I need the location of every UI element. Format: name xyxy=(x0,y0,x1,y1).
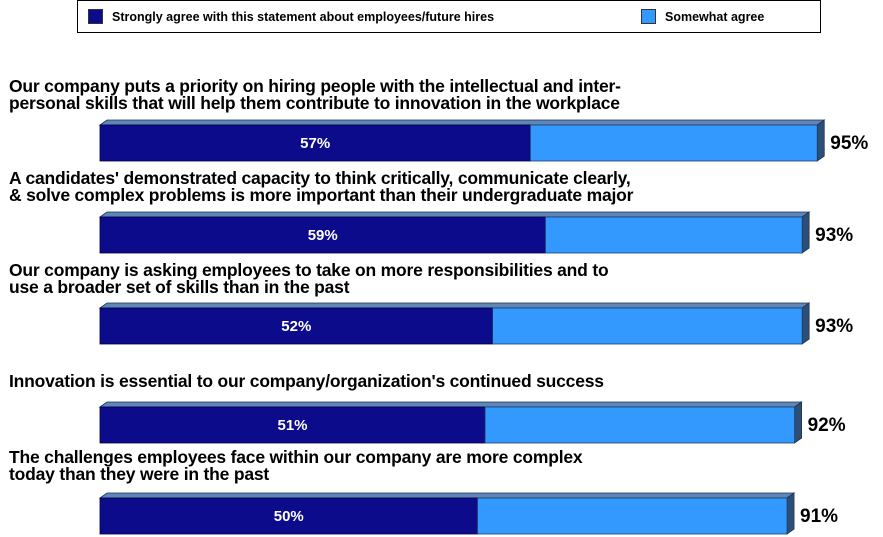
legend-swatch-strongly xyxy=(88,9,103,24)
total-value-label: 91% xyxy=(800,506,838,527)
bar-top-face xyxy=(98,401,803,408)
bar-value-label: 57% xyxy=(300,135,330,152)
bar-value-label: 50% xyxy=(274,508,304,525)
total-value-label: 92% xyxy=(808,415,846,436)
legend-label-strongly: Strongly agree with this statement about… xyxy=(112,9,495,24)
question-line: personal skills that will help them cont… xyxy=(9,93,620,113)
bar-value-label: 52% xyxy=(281,318,311,335)
bar-somewhat-agree xyxy=(484,406,795,444)
legend-swatch-somewhat xyxy=(641,9,656,24)
legend-label-somewhat: Somewhat agree xyxy=(665,9,765,24)
total-value-label: 93% xyxy=(815,225,853,246)
question-line: Innovation is essential to our company/o… xyxy=(9,371,604,391)
bar-top-face xyxy=(98,492,796,499)
bar-strongly-agree xyxy=(99,124,531,162)
bar-strongly-agree xyxy=(99,406,486,444)
question-label: Innovation is essential to our company/o… xyxy=(9,371,869,391)
question-line: The challenges employees face within our… xyxy=(9,447,583,467)
bar-somewhat-agree xyxy=(529,124,818,162)
question-line: A candidates' demonstrated capacity to t… xyxy=(9,168,631,188)
question-label: The challenges employees face within our… xyxy=(9,447,869,484)
bar-somewhat-agree xyxy=(545,216,803,254)
total-value-label: 95% xyxy=(830,133,868,154)
bar-top-face xyxy=(98,211,811,218)
bar-value-label: 59% xyxy=(308,227,338,244)
legend-item-strongly: Strongly agree with this statement about… xyxy=(88,9,494,24)
legend-item-somewhat: Somewhat agree xyxy=(641,9,764,24)
total-value-label: 93% xyxy=(815,316,853,337)
bar-side-face xyxy=(794,401,802,444)
question-label: A candidates' demonstrated capacity to t… xyxy=(9,168,869,205)
bar-value-label: 51% xyxy=(278,417,308,434)
question-label: Our company puts a priority on hiring pe… xyxy=(9,76,869,113)
bar-side-face xyxy=(801,211,810,254)
bar-side-face xyxy=(816,119,825,162)
question-line: Our company puts a priority on hiring pe… xyxy=(9,76,621,96)
question-line: Our company is asking employees to take … xyxy=(9,260,609,280)
bar-side-face xyxy=(786,492,795,535)
bar-somewhat-agree xyxy=(492,307,803,345)
bar-top-face xyxy=(98,302,811,309)
question-label: Our company is asking employees to take … xyxy=(9,260,869,297)
bar-side-face xyxy=(801,302,810,345)
bar-top-face xyxy=(98,119,826,126)
question-line: use a broader set of skills than in the … xyxy=(9,277,350,297)
question-line: today than they were in the past xyxy=(9,464,270,484)
chart-legend: Strongly agree with this statement about… xyxy=(77,0,821,33)
question-line: & solve complex problems is more importa… xyxy=(9,185,634,205)
bar-somewhat-agree xyxy=(477,497,788,535)
